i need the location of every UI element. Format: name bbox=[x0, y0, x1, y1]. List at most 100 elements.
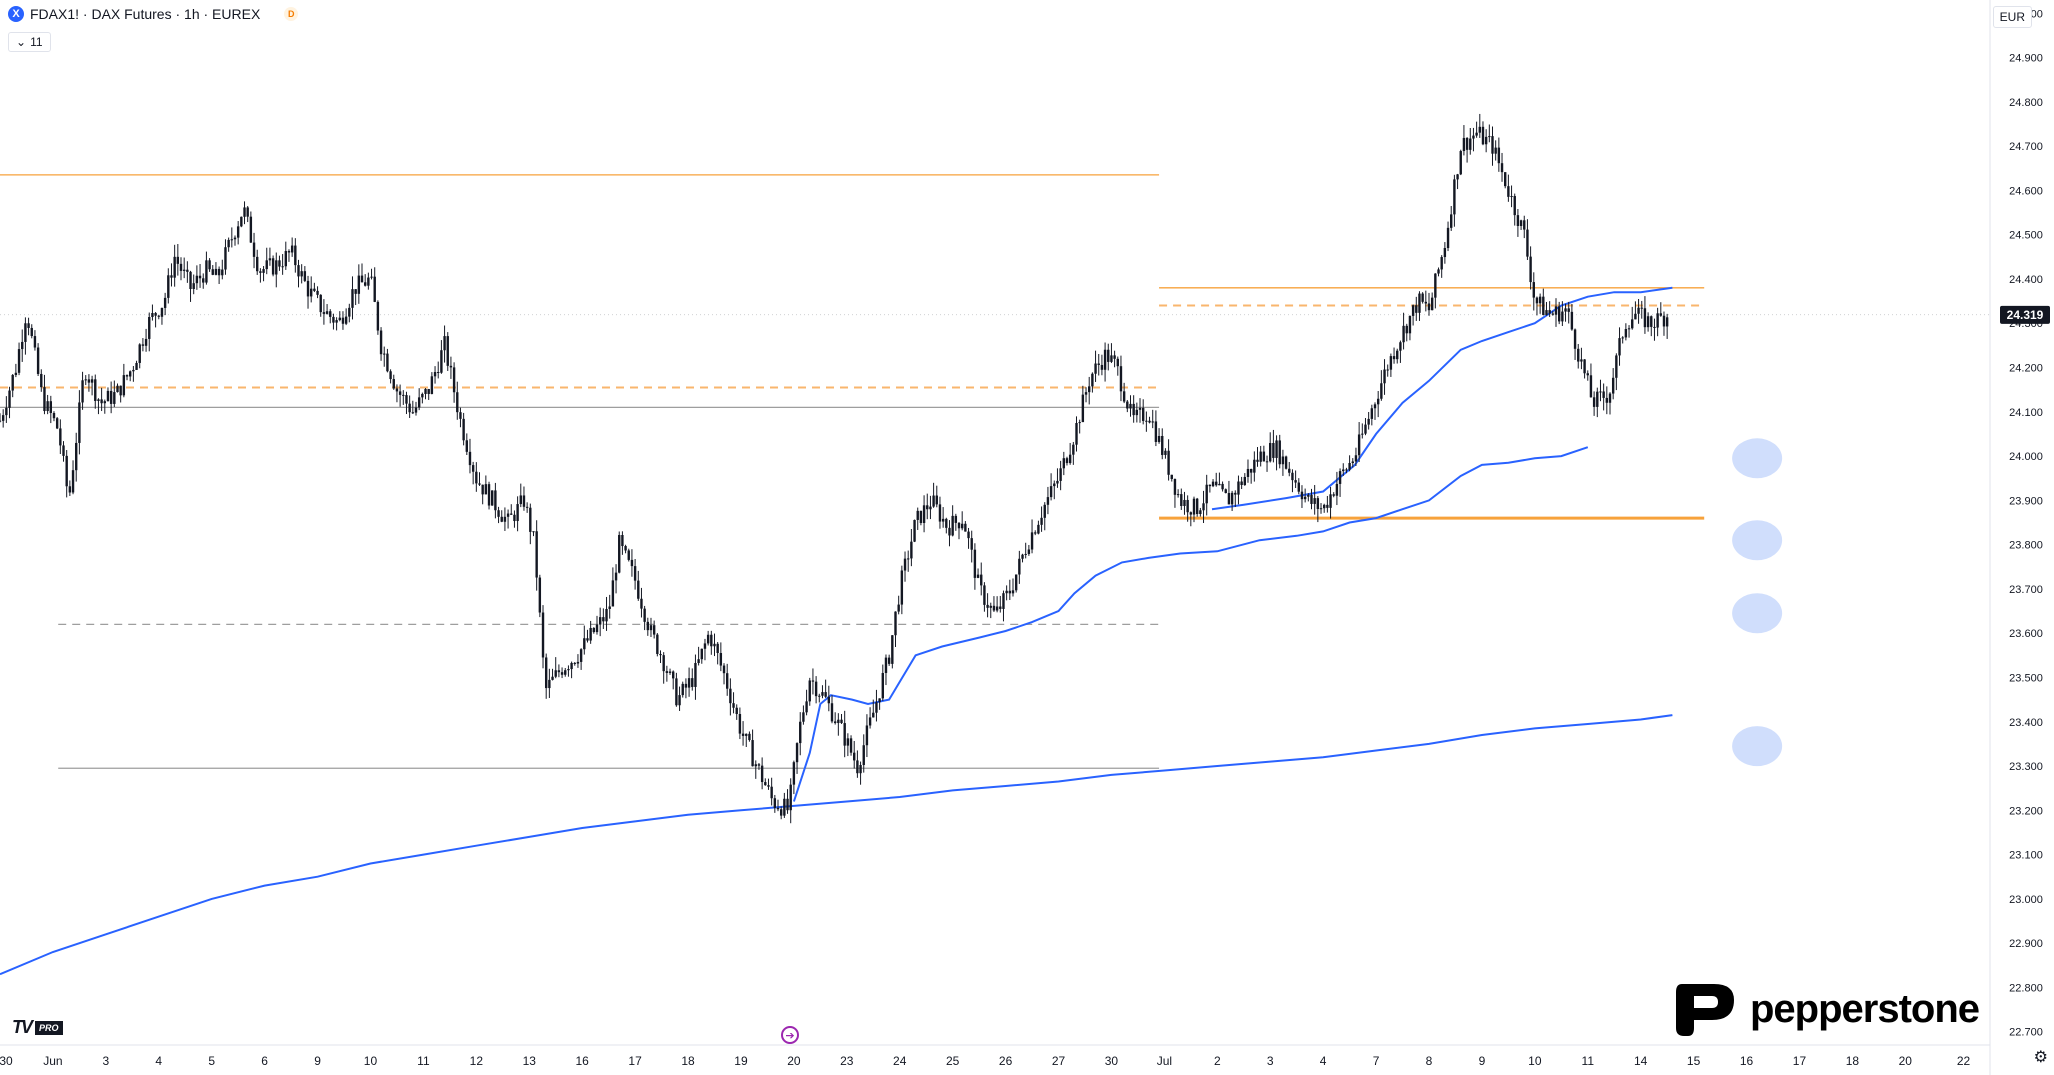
candle-body[interactable] bbox=[313, 288, 316, 291]
candle-body[interactable] bbox=[1319, 508, 1323, 510]
candle-body[interactable] bbox=[52, 412, 56, 419]
marker-circle[interactable] bbox=[1732, 593, 1783, 634]
candle-body[interactable] bbox=[500, 516, 503, 522]
candle-body[interactable] bbox=[1434, 273, 1437, 298]
candle-body[interactable] bbox=[1021, 554, 1024, 559]
candle-body[interactable] bbox=[754, 764, 757, 767]
candle-body[interactable] bbox=[163, 297, 167, 308]
candle-body[interactable] bbox=[1046, 497, 1050, 505]
ma-short-line[interactable] bbox=[792, 446, 1589, 802]
candle-body[interactable] bbox=[1081, 394, 1085, 423]
candle-body[interactable] bbox=[335, 320, 338, 323]
candle-body[interactable] bbox=[1504, 172, 1507, 187]
candle-body[interactable] bbox=[462, 418, 465, 441]
candle-body[interactable] bbox=[691, 678, 694, 687]
candle-body[interactable] bbox=[1113, 355, 1116, 359]
candle-body[interactable] bbox=[980, 574, 983, 586]
candle-body[interactable] bbox=[611, 580, 615, 607]
candle-body[interactable] bbox=[481, 484, 484, 495]
candle-body[interactable] bbox=[1421, 293, 1424, 302]
candle-body[interactable] bbox=[1608, 393, 1612, 403]
candle-body[interactable] bbox=[897, 604, 900, 612]
candle-body[interactable] bbox=[316, 290, 319, 295]
candle-body[interactable] bbox=[1376, 398, 1380, 405]
candle-body[interactable] bbox=[1494, 147, 1497, 154]
candle-body[interactable] bbox=[78, 402, 81, 443]
candle-body[interactable] bbox=[1097, 363, 1100, 365]
candle-body[interactable] bbox=[303, 271, 307, 281]
candle-body[interactable] bbox=[1342, 469, 1345, 472]
candle-body[interactable] bbox=[1519, 220, 1523, 226]
candle-body[interactable] bbox=[341, 317, 345, 324]
candle-body[interactable] bbox=[40, 373, 43, 388]
candle-body[interactable] bbox=[868, 717, 872, 726]
candle-body[interactable] bbox=[570, 662, 573, 670]
candle-body[interactable] bbox=[954, 515, 958, 523]
candle-body[interactable] bbox=[43, 387, 46, 412]
candle-body[interactable] bbox=[167, 275, 170, 298]
candle-body[interactable] bbox=[1364, 424, 1367, 434]
candle-body[interactable] bbox=[1084, 392, 1088, 395]
candle-body[interactable] bbox=[408, 403, 411, 413]
candle-body[interactable] bbox=[684, 683, 688, 688]
candle-body[interactable] bbox=[319, 294, 322, 313]
candle-body[interactable] bbox=[1256, 459, 1259, 462]
candle-body[interactable] bbox=[370, 276, 373, 278]
candle-body[interactable] bbox=[1583, 359, 1586, 374]
candle-body[interactable] bbox=[1199, 510, 1202, 515]
candle-body[interactable] bbox=[1491, 136, 1494, 154]
candle-body[interactable] bbox=[417, 397, 421, 408]
candle-body[interactable] bbox=[922, 505, 926, 524]
candle-body[interactable] bbox=[1326, 504, 1329, 508]
candle-body[interactable] bbox=[217, 268, 221, 276]
candle-body[interactable] bbox=[745, 733, 748, 736]
candle-body[interactable] bbox=[160, 307, 164, 317]
candle-body[interactable] bbox=[208, 260, 211, 270]
candle-body[interactable] bbox=[970, 538, 973, 550]
candle-body[interactable] bbox=[627, 550, 630, 560]
candle-body[interactable] bbox=[830, 703, 834, 722]
candle-body[interactable] bbox=[1338, 471, 1342, 484]
candle-body[interactable] bbox=[1272, 443, 1275, 458]
candle-body[interactable] bbox=[325, 311, 329, 314]
candle-body[interactable] bbox=[583, 638, 586, 650]
candle-body[interactable] bbox=[405, 395, 408, 404]
candle-body[interactable] bbox=[1291, 472, 1294, 481]
candle-body[interactable] bbox=[668, 671, 672, 673]
candle-body[interactable] bbox=[446, 336, 449, 366]
candle-body[interactable] bbox=[424, 388, 427, 394]
candle-body[interactable] bbox=[1475, 132, 1478, 136]
candle-body[interactable] bbox=[789, 784, 792, 811]
candle-body[interactable] bbox=[1484, 136, 1488, 145]
candle-body[interactable] bbox=[948, 527, 951, 536]
candle-body[interactable] bbox=[783, 798, 786, 816]
candle-body[interactable] bbox=[192, 283, 195, 290]
candle-body[interactable] bbox=[808, 680, 811, 702]
candle-body[interactable] bbox=[297, 265, 300, 277]
candle-body[interactable] bbox=[1650, 316, 1653, 327]
candle-body[interactable] bbox=[1523, 220, 1526, 230]
candle-body[interactable] bbox=[1088, 386, 1091, 393]
candle-body[interactable] bbox=[665, 671, 669, 673]
candle-body[interactable] bbox=[329, 311, 332, 317]
candle-body[interactable] bbox=[1215, 481, 1218, 486]
candle-body[interactable] bbox=[1611, 377, 1615, 394]
candle-body[interactable] bbox=[602, 617, 605, 622]
candle-body[interactable] bbox=[1399, 342, 1402, 351]
candle-body[interactable] bbox=[535, 531, 538, 578]
candle-body[interactable] bbox=[694, 663, 697, 687]
candle-body[interactable] bbox=[843, 723, 846, 746]
candle-body[interactable] bbox=[287, 251, 291, 253]
candle-body[interactable] bbox=[1411, 305, 1415, 316]
candle-body[interactable] bbox=[252, 242, 256, 257]
candle-body[interactable] bbox=[1307, 494, 1310, 497]
candle-body[interactable] bbox=[71, 470, 75, 493]
candle-body[interactable] bbox=[1037, 524, 1040, 534]
candle-body[interactable] bbox=[1656, 313, 1659, 328]
candle-body[interactable] bbox=[414, 407, 418, 413]
marker-circle[interactable] bbox=[1732, 438, 1783, 479]
candle-body[interactable] bbox=[1510, 196, 1513, 198]
candle-body[interactable] bbox=[818, 695, 821, 697]
candle-body[interactable] bbox=[386, 353, 389, 372]
ma-long-line[interactable] bbox=[0, 714, 1673, 976]
